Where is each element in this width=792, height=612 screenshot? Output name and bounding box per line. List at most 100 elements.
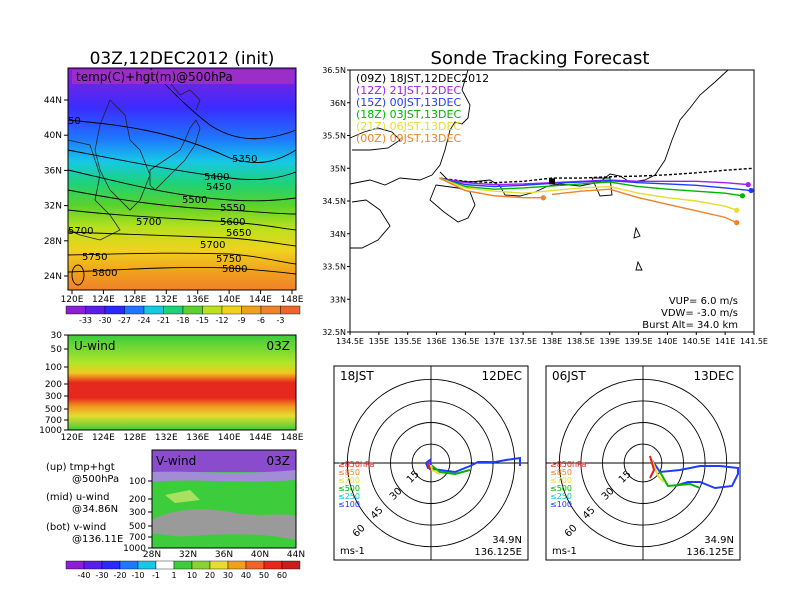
x-tick-label: 135E (369, 337, 389, 346)
y-tick-label: 32N (44, 202, 62, 212)
x-tick-label: 137E (484, 337, 504, 346)
colorbar-tick: -1 (152, 571, 160, 580)
hodo-right-trace-mid (659, 471, 701, 489)
vwind-x-ticks: 28N 32N 36N 40N 44N (143, 550, 305, 560)
x-tick-label: 120E (61, 433, 84, 443)
x-tick-label: 139E (600, 337, 620, 346)
y-tick-label: 34.5N (322, 197, 346, 206)
hodo-right-lon: 136.125E (686, 547, 734, 558)
y-tick-label: 700 (129, 533, 146, 543)
x-tick-label: 32N (179, 550, 197, 560)
colorbar-swatch (245, 560, 265, 570)
y-tick-label: 200 (45, 380, 62, 390)
x-tick-label: 36N (215, 550, 233, 560)
colorbar-swatch (163, 305, 184, 315)
colorbar-swatch (124, 305, 145, 315)
x-tick-label: 144E (249, 295, 272, 305)
track-legend-entry: (15Z) 00JST,13DEC (356, 96, 461, 109)
colorbar-tick: -21 (157, 316, 170, 325)
y-tick-label: 100 (129, 477, 146, 487)
x-tick-label: 139.5E (625, 337, 653, 346)
contour-labels: 5350 5400 5450 5500 5550 5600 5650 5700 … (68, 116, 257, 279)
x-tick-label: 137.5E (509, 337, 537, 346)
legend-bot-head: (bot) v-wind (46, 522, 106, 533)
hodograph-left: 18JST 12DEC ms-1 34.9N 136.125E ≥850hPa≤… (333, 365, 529, 561)
temp-map-label: temp(C)+hgt(m)@500hPa (76, 70, 233, 84)
x-tick-label: 140E (657, 337, 677, 346)
y-tick-label: 300 (129, 508, 146, 518)
x-tick-label: 120E (61, 295, 84, 305)
track-x-ticks: 134.5E 135E 135.5E 136E 136.5E 137E 137.5E 138E… (336, 332, 768, 346)
track-end-point (734, 207, 740, 213)
hodo-level-label: ≤500 (550, 484, 572, 493)
colorbar-swatch (173, 560, 193, 570)
track-series-line (439, 177, 544, 199)
contour-label: 5700 (68, 226, 93, 237)
temp-label-bg (72, 70, 294, 84)
contour-5450 (67, 149, 297, 181)
colorbar-swatch (119, 560, 139, 570)
y-tick-label: 300 (45, 392, 62, 402)
y-tick-label: 1000 (39, 426, 62, 436)
hodo-right-trace-low (651, 459, 665, 483)
x-tick-label: 141.5E (740, 337, 768, 346)
y-tick-label: 30 (51, 331, 63, 341)
x-tick-label: 140.5E (682, 337, 710, 346)
hodo-level-label: ≥850hPa (550, 460, 587, 469)
temp-map: 5350 5400 5450 5500 5550 5600 5650 5700 … (44, 67, 304, 305)
y-tick-label: 200 (129, 495, 146, 505)
contour-label: 5500 (182, 195, 207, 206)
colorbar-tick: -33 (79, 316, 92, 325)
hodo-right-trace-upper (651, 459, 739, 490)
colorbar-swatch (182, 305, 203, 315)
temp-map-frame (67, 67, 297, 291)
colorbar-tick: 30 (223, 571, 233, 580)
hodo-left-time: 18JST (340, 369, 374, 383)
y-tick-label: 36.5N (322, 66, 346, 75)
uwind-label: U-wind (74, 339, 115, 353)
x-tick-label: 134.5E (336, 337, 364, 346)
hodo-level-label: ≤700 (550, 476, 572, 485)
track-end-point (540, 195, 546, 201)
hodo-right-date: 13DEC (694, 369, 734, 383)
hodo-right-trace-sfc (649, 455, 656, 479)
y-tick-label: 36N (330, 99, 346, 108)
coastline-sakhalin (167, 79, 201, 111)
contour-label: 50 (68, 116, 81, 127)
x-tick-label: 135.5E (394, 337, 422, 346)
vwind-upper (152, 450, 296, 472)
colorbar-tick: -27 (118, 316, 131, 325)
y-tick-label: 34N (330, 230, 346, 239)
colorbar-tick: 60 (277, 571, 287, 580)
y-tick-label: 500 (129, 522, 146, 532)
track-end-point (739, 193, 746, 199)
legend-mid-head: (mid) u-wind (46, 492, 109, 503)
x-tick-label: 44N (287, 550, 305, 560)
vwind-label: V-wind (156, 454, 196, 468)
hodo-left-unit: ms-1 (340, 546, 365, 557)
x-tick-label: 132E (155, 433, 178, 443)
right-title: Sonde Tracking Forecast (431, 48, 650, 69)
vwind-band (152, 470, 296, 482)
track-legend-entry: (00Z) 09JST,13DEC (356, 132, 461, 145)
x-tick-label: 128E (123, 433, 146, 443)
contour-5700 (67, 231, 297, 247)
colorbar-swatch (191, 560, 211, 570)
y-tick-label: 36N (44, 166, 62, 176)
x-tick-label: 124E (92, 433, 115, 443)
contour-label: 5650 (226, 228, 251, 239)
colorbar-tick: -12 (215, 316, 228, 325)
colorbar-tick: -20 (113, 571, 126, 580)
x-tick-label: 148E (281, 433, 304, 443)
hodo-level-label: ≤700 (338, 476, 360, 485)
x-tick-label: 144E (249, 433, 272, 443)
x-tick-label: 40N (251, 550, 269, 560)
contour-north (149, 67, 297, 140)
colorbar-swatch (65, 305, 86, 315)
hodo-level-label: ≤500 (338, 484, 360, 493)
track-legend-entry: (09Z) 18JST,12DEC2012 (356, 72, 489, 85)
colorbar-swatch (227, 560, 247, 570)
colorbar-swatch (137, 560, 157, 570)
x-tick-label: 136E (186, 433, 209, 443)
